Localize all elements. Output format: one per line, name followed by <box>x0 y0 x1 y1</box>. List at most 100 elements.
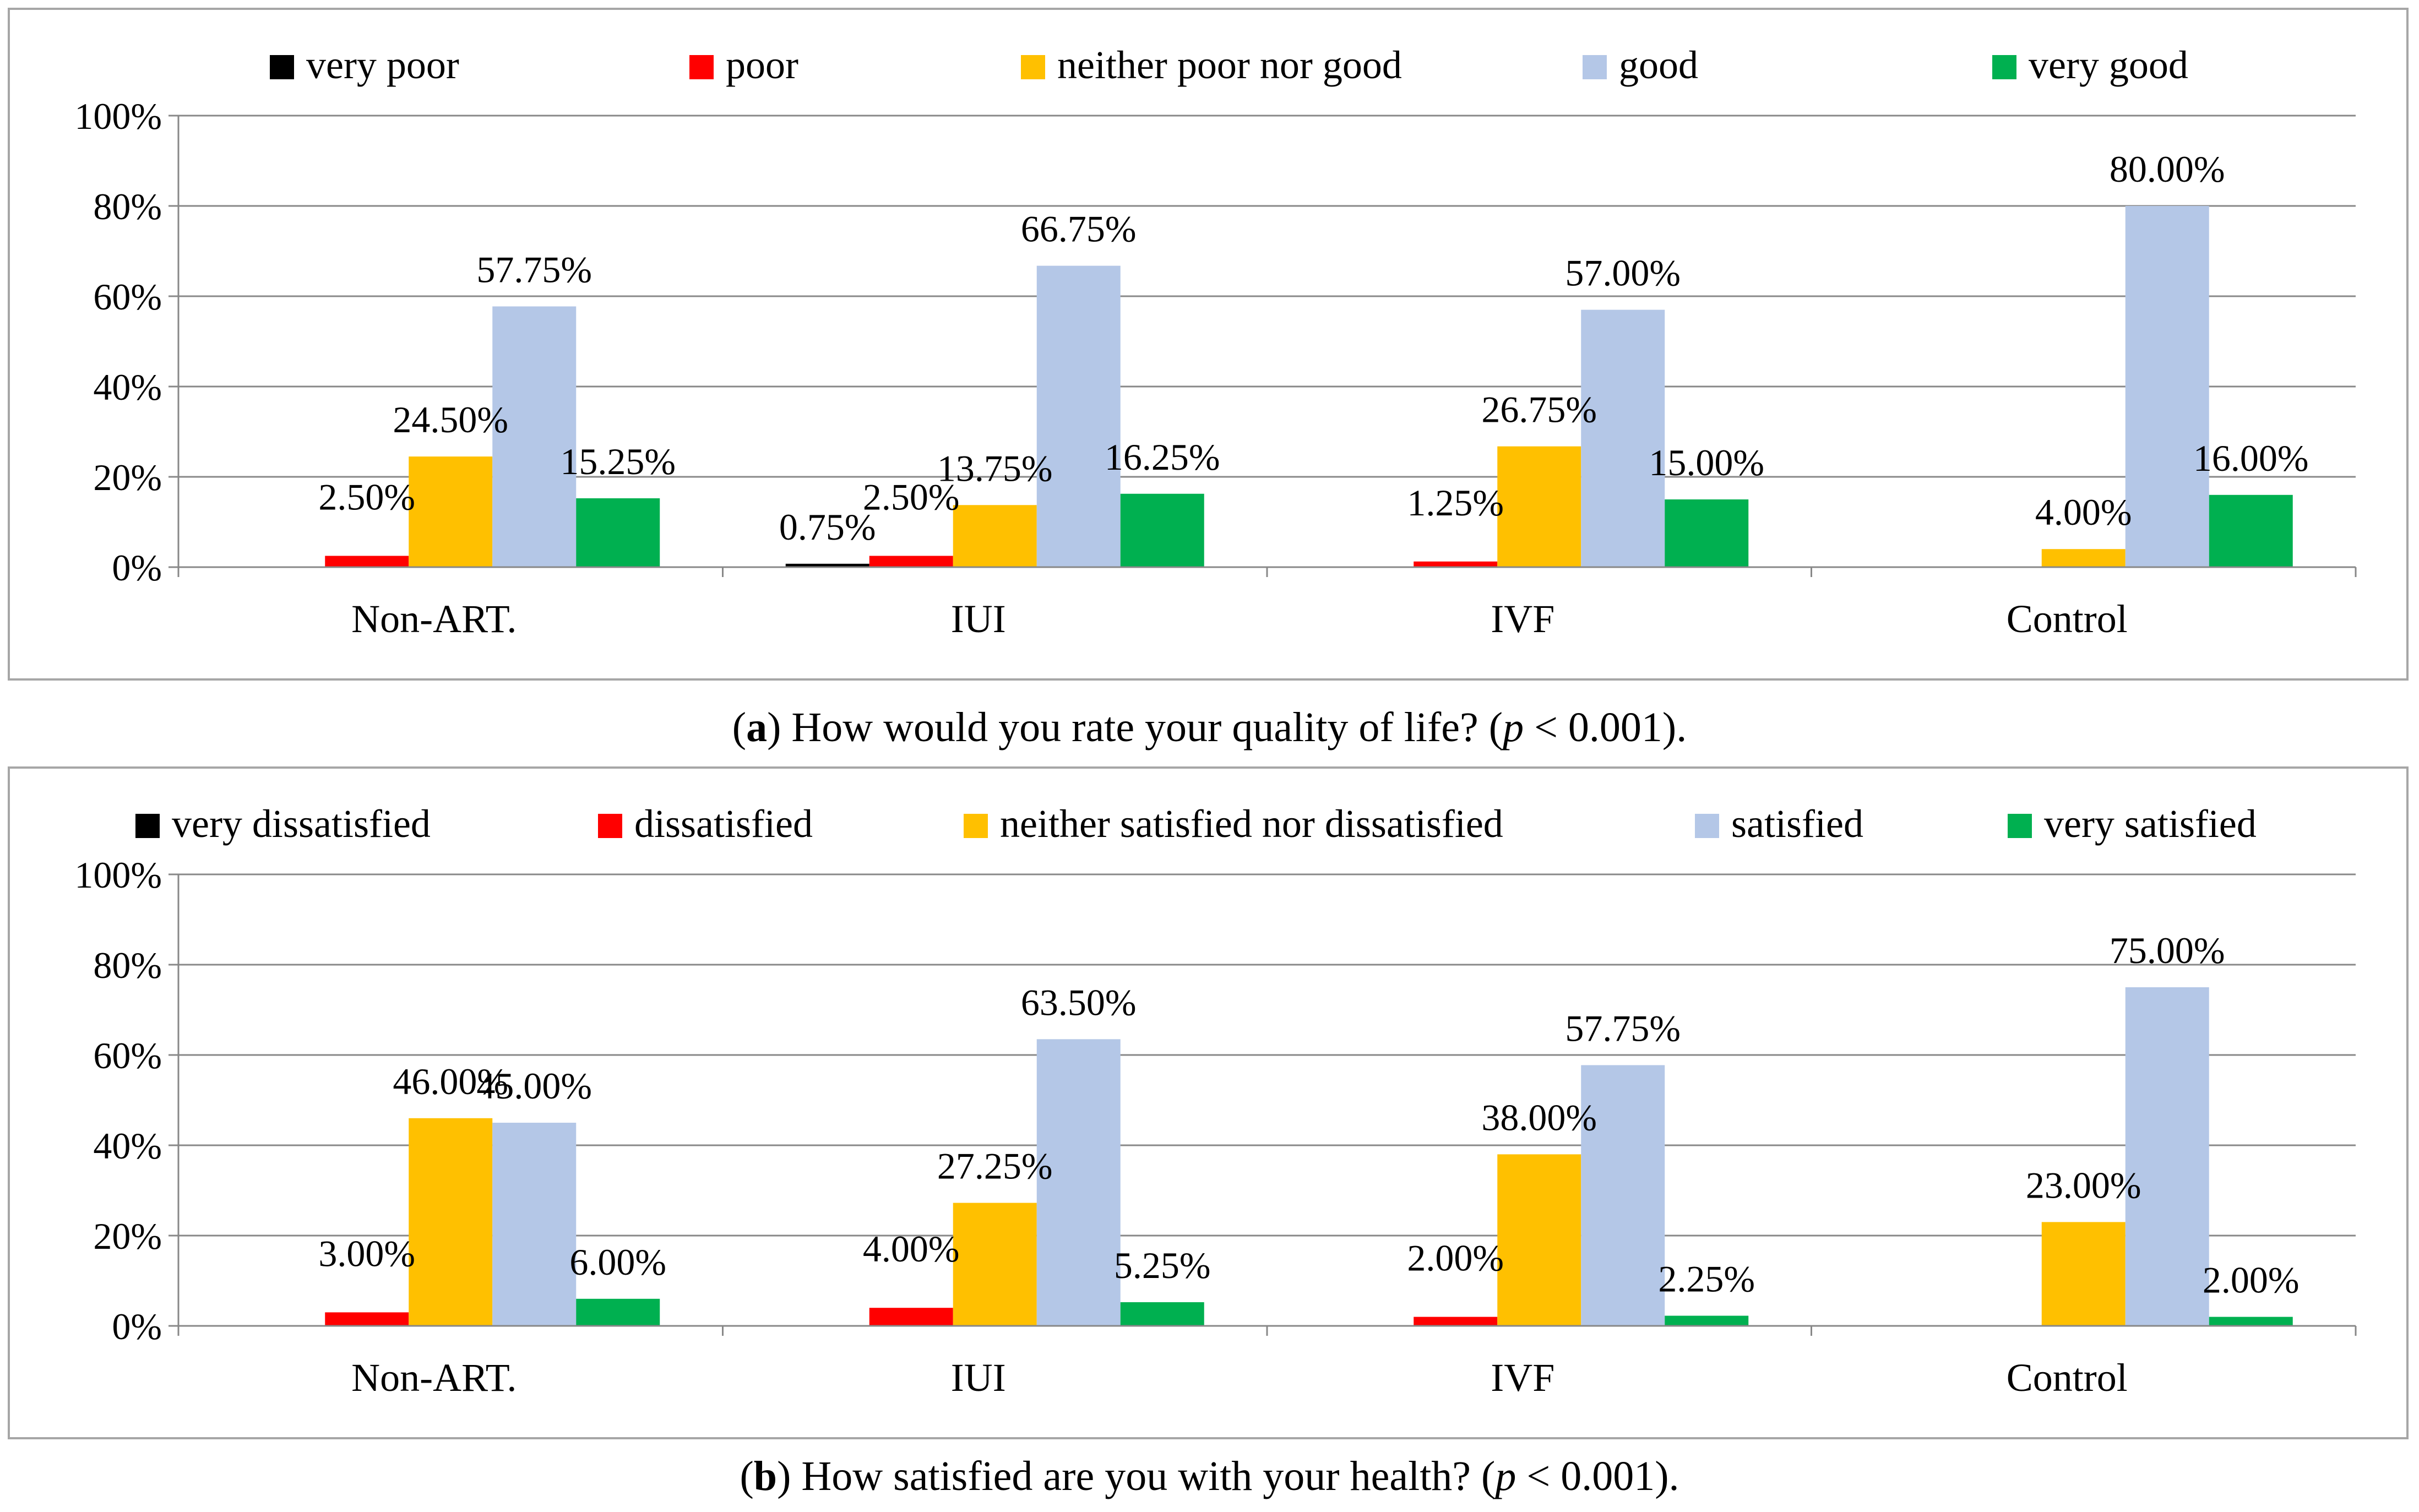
caption-b-text: How satisfied are you with your health? … <box>801 1453 1496 1499</box>
chart-b-bar <box>409 1118 493 1326</box>
chart-b-bar <box>1036 1039 1121 1326</box>
chart-b-bar <box>1665 1315 1749 1326</box>
chart-a-legend-label: very poor <box>306 43 459 87</box>
chart-b-bar <box>1497 1154 1581 1326</box>
chart-panel-a: 0% 20% 40% 60% 80% 100% Non-ART. IUI IVF Control 0… <box>8 8 2409 681</box>
chart-b-bar <box>2209 1317 2293 1326</box>
chart-b-data-label: 2.25% <box>1658 1258 1755 1300</box>
caption-a-letter: a <box>746 704 768 750</box>
chart-b-data-label: 6.00% <box>569 1241 666 1283</box>
chart-a-data-label: 16.25% <box>1105 436 1220 478</box>
chart-b-legend-swatch <box>964 814 988 838</box>
chart-b-data-label: 27.25% <box>937 1145 1053 1187</box>
chart-b-data-label: 75.00% <box>2110 929 2225 971</box>
chart-a-ytick-label: 80% <box>93 186 162 227</box>
chart-a-ytick-label: 0% <box>112 547 162 589</box>
chart-b-data-label: 45.00% <box>476 1065 592 1107</box>
caption-b-letter: b <box>753 1453 778 1499</box>
chart-b-category-label: Control <box>2007 1356 2128 1400</box>
chart-b-bar <box>325 1312 409 1326</box>
chart-b-bar <box>1120 1302 1204 1326</box>
chart-a-data-label: 16.00% <box>2193 437 2309 479</box>
chart-a-bar <box>1414 561 1498 567</box>
chart-a-bar <box>409 456 493 567</box>
chart-b-bar <box>953 1203 1037 1326</box>
chart-a-legend-swatch <box>270 55 294 79</box>
chart-a-data-label: 15.00% <box>1649 442 1764 483</box>
caption-b-p: p <box>1495 1453 1516 1499</box>
chart-b-data-label: 63.50% <box>1021 981 1137 1023</box>
chart-b-bar <box>1581 1065 1665 1326</box>
chart-a-bar <box>869 556 953 567</box>
chart-b-legend-swatch <box>1695 814 1719 838</box>
chart-b-data-label: 2.00% <box>2203 1259 2300 1301</box>
chart-b-legend-swatch <box>135 814 160 838</box>
chart-a-bar <box>1497 446 1581 567</box>
chart-a-legend-swatch <box>1583 55 1607 79</box>
chart-a-data-label: 2.50% <box>863 476 960 518</box>
chart-b-legend-label: dissatisfied <box>634 802 813 846</box>
chart-a-legend-swatch <box>1992 55 2016 79</box>
chart-b-data-label: 38.00% <box>1481 1096 1597 1138</box>
chart-b-bar <box>1414 1317 1498 1326</box>
chart-a-bar <box>2041 549 2126 567</box>
chart-a-data-label: 57.75% <box>476 248 592 290</box>
chart-b-bar <box>2041 1222 2126 1326</box>
chart-a-bar <box>2209 494 2293 567</box>
chart-a-bar <box>1665 499 1749 567</box>
caption-b: (b) How satisfied are you with your heal… <box>740 1453 1679 1499</box>
chart-a-ytick-label: 60% <box>93 276 162 318</box>
chart-a-bar <box>2125 206 2209 567</box>
chart-b-data-label: 3.00% <box>318 1232 415 1274</box>
chart-b-bar <box>2125 987 2209 1326</box>
chart-a-legend-label: very good <box>2029 43 2188 87</box>
chart-a-bar <box>492 306 577 567</box>
chart-a-data-label: 2.50% <box>318 476 415 518</box>
chart-b-ytick-label: 20% <box>93 1215 162 1257</box>
chart-a-category-label: IVF <box>1491 597 1554 641</box>
chart-b-data-label: 4.00% <box>863 1228 960 1270</box>
chart-a-ytick-label: 100% <box>74 95 162 137</box>
chart-a-bar <box>1581 309 1665 567</box>
chart-a-ytick-label: 40% <box>93 366 162 408</box>
chart-a-data-label: 13.75% <box>937 447 1053 489</box>
chart-a-legend-label: poor <box>726 43 798 87</box>
caption-a-p: p <box>1503 704 1524 750</box>
chart-a-legend-label: good <box>1619 43 1698 87</box>
chart-b-category-label: Non-ART. <box>351 1356 517 1400</box>
chart-b-legend-label: satisfied <box>1731 802 1863 846</box>
chart-a-data-label: 26.75% <box>1481 389 1597 431</box>
chart-a-bar <box>1120 493 1204 567</box>
chart-a-category-label: Control <box>2007 597 2128 641</box>
chart-b-ytick-label: 100% <box>74 854 162 896</box>
chart-b-legend-label: neither satisfied nor dissatisfied <box>1000 802 1503 846</box>
caption-b-tail: < 0.001). <box>1516 1453 1679 1499</box>
chart-b-data-label: 46.00% <box>393 1060 508 1102</box>
caption-a: (a) How would you rate your quality of l… <box>732 704 1687 750</box>
chart-a: 0% 20% 40% 60% 80% 100% Non-ART. IUI IVF Control 0… <box>74 43 2357 641</box>
chart-a-data-label: 15.25% <box>560 440 676 482</box>
chart-a-data-label: 0.75% <box>779 506 876 548</box>
chart-b: 0% 20% 40% 60% 80% 100% Non-ART. IUI IVF Control 3… <box>74 802 2357 1400</box>
chart-a-data-label: 57.00% <box>1565 252 1681 294</box>
chart-a-bar <box>1036 265 1121 567</box>
chart-b-legend-swatch <box>2008 814 2032 838</box>
chart-b-bar <box>869 1308 953 1326</box>
chart-b-legend-label: very dissatisfied <box>172 802 431 846</box>
chart-a-data-label: 24.50% <box>393 399 508 440</box>
chart-b-ytick-label: 60% <box>93 1035 162 1076</box>
chart-a-legend-swatch <box>689 55 714 79</box>
caption-a-text: How would you rate your quality of life?… <box>791 704 1503 750</box>
chart-a-bar <box>953 505 1037 567</box>
chart-b-bar <box>492 1123 577 1326</box>
chart-b-legend-swatch <box>598 814 622 838</box>
chart-a-category-label: Non-ART. <box>351 597 517 641</box>
chart-panel-b: 0% 20% 40% 60% 80% 100% Non-ART. IUI IVF Control 3… <box>8 766 2409 1439</box>
chart-b-data-label: 2.00% <box>1407 1237 1504 1279</box>
chart-b-category-label: IUI <box>951 1356 1006 1400</box>
chart-b-category-label: IVF <box>1491 1356 1554 1400</box>
chart-b-data-label: 57.75% <box>1565 1007 1681 1049</box>
chart-a-data-label: 1.25% <box>1407 482 1504 524</box>
chart-a-bar <box>576 498 660 567</box>
chart-a-legend-label: neither poor nor good <box>1057 43 1402 87</box>
